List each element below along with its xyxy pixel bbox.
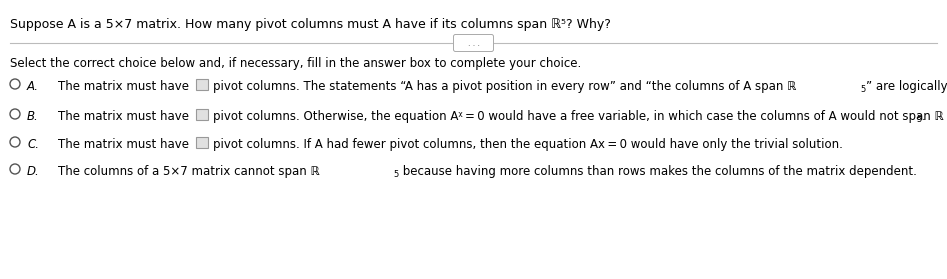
Text: because having more columns than rows makes the columns of the matrix dependent.: because having more columns than rows ma… — [399, 165, 917, 178]
Text: .: . — [922, 110, 926, 123]
Text: . . .: . . . — [468, 39, 479, 47]
Text: Select the correct choice below and, if necessary, fill in the answer box to com: Select the correct choice below and, if … — [10, 57, 581, 70]
Text: C.: C. — [27, 138, 39, 151]
Text: 5: 5 — [393, 170, 399, 179]
Text: D.: D. — [27, 165, 40, 178]
Text: ” are logically equivalent.: ” are logically equivalent. — [866, 80, 947, 93]
Text: 5: 5 — [916, 115, 921, 124]
Bar — [196, 109, 208, 119]
Text: 5: 5 — [860, 85, 866, 94]
Text: pivot columns. If A had fewer pivot columns, then the equation Ax = 0 would have: pivot columns. If A had fewer pivot colu… — [213, 138, 843, 151]
Bar — [196, 136, 208, 148]
Text: Suppose A is a 5×7 matrix. How many pivot columns must A have if its columns spa: Suppose A is a 5×7 matrix. How many pivo… — [10, 18, 611, 31]
Text: A.: A. — [27, 80, 39, 93]
Text: pivot columns. Otherwise, the equation Aᵡ = 0 would have a free variable, in whi: pivot columns. Otherwise, the equation A… — [213, 110, 944, 123]
Text: B.: B. — [27, 110, 39, 123]
Text: The matrix must have: The matrix must have — [58, 80, 189, 93]
Text: The matrix must have: The matrix must have — [58, 110, 189, 123]
Text: The matrix must have: The matrix must have — [58, 138, 189, 151]
Text: pivot columns. The statements “A has a pivot position in every row” and “the col: pivot columns. The statements “A has a p… — [213, 80, 796, 93]
Bar — [196, 78, 208, 90]
Text: The columns of a 5×7 matrix cannot span ℝ: The columns of a 5×7 matrix cannot span … — [58, 165, 320, 178]
FancyBboxPatch shape — [454, 35, 493, 52]
